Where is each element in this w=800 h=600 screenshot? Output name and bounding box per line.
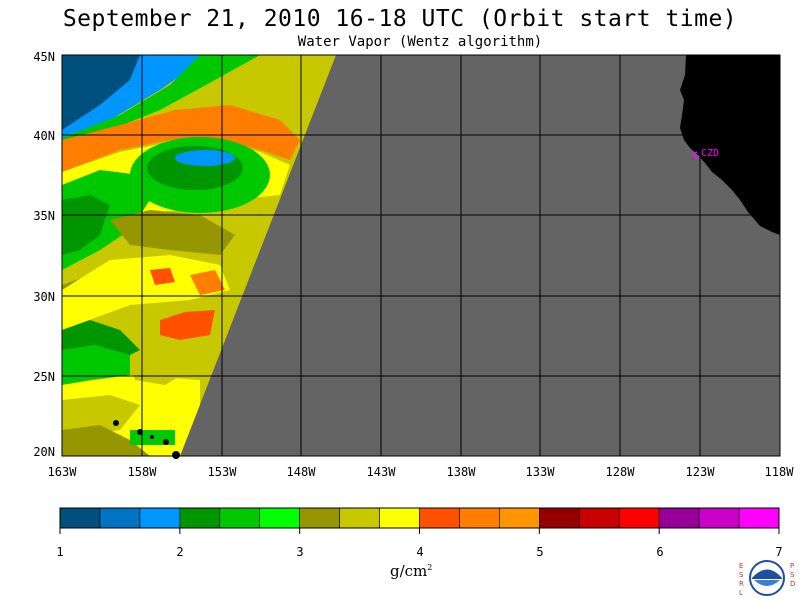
station-label: CZD <box>701 148 719 159</box>
lon-label-138w: 138W <box>447 465 477 479</box>
colorbar-swatch <box>99 507 141 529</box>
colorbar-swatch <box>139 507 181 529</box>
lat-label-40n: 40N <box>33 129 55 143</box>
lon-label-153w: 153W <box>208 465 238 479</box>
longitude-labels: 163W 158W 153W 148W 143W 138W 133W 128W … <box>48 465 795 479</box>
map-subtitle: Water Vapor (Wentz algorithm) <box>297 34 543 50</box>
colorbar-swatch <box>459 507 500 529</box>
colorbar-swatch <box>738 507 780 529</box>
colorbar-swatch <box>658 507 700 529</box>
colorbar-swatch <box>179 507 221 529</box>
lat-label-45n: 45N <box>33 50 55 64</box>
map-frame <box>61 54 781 457</box>
colorbar-units: g/cm2 <box>390 562 432 580</box>
colorbar-swatch <box>578 507 620 529</box>
colorbar-label-4: 4 <box>416 545 423 559</box>
units-exponent: 2 <box>427 563 433 572</box>
lon-label-163w: 163W <box>48 465 78 479</box>
colorbar-label-3: 3 <box>296 545 303 559</box>
colorbar-swatch <box>618 507 660 529</box>
station-marker: CZD <box>691 148 719 159</box>
lat-label-35n: 35N <box>33 209 55 223</box>
colorbar-label-2: 2 <box>176 545 183 559</box>
units-text: g/cm <box>390 562 428 580</box>
lon-label-143w: 143W <box>367 465 397 479</box>
colorbar-swatch <box>539 507 580 529</box>
svg-text:S: S <box>739 571 744 579</box>
lat-label-20n: 20N <box>33 445 55 459</box>
colorbar-label-7: 7 <box>775 545 782 559</box>
svg-text:L: L <box>739 589 743 597</box>
svg-text:D: D <box>790 580 795 588</box>
map-title: September 21, 2010 16-18 UTC (Orbit star… <box>62 6 738 32</box>
colorbar-swatch <box>59 507 101 529</box>
lon-label-128w: 128W <box>606 465 636 479</box>
lat-label-30n: 30N <box>33 290 55 304</box>
colorbar-swatch <box>339 507 380 529</box>
logo-esrl: E <box>739 562 743 570</box>
colorbar-swatch <box>299 507 340 529</box>
hawaiian-islands <box>113 420 180 459</box>
colorbar-swatch <box>259 507 300 529</box>
lon-label-118w: 118W <box>765 465 795 479</box>
colorbar-swatch <box>219 507 261 529</box>
colorbar-swatch <box>499 507 540 529</box>
noaa-esrl-psd-logo: E S R L P S D <box>739 560 795 597</box>
logo-psd: P <box>790 562 794 570</box>
svg-text:R: R <box>739 580 744 588</box>
lon-label-158w: 158W <box>128 465 158 479</box>
colorbar <box>59 507 780 534</box>
colorbar-swatch <box>419 507 460 529</box>
colorbar-label-1: 1 <box>56 545 63 559</box>
colorbar-label-6: 6 <box>656 545 663 559</box>
svg-text:S: S <box>790 571 795 579</box>
latitude-labels: 45N 40N 35N 30N 25N 20N <box>33 50 55 459</box>
colorbar-tick-labels: 1 2 3 4 5 6 7 <box>56 545 782 559</box>
lat-label-25n: 25N <box>33 370 55 384</box>
lon-label-133w: 133W <box>526 465 556 479</box>
lat-lon-grid <box>62 55 780 456</box>
colorbar-swatch <box>698 507 740 529</box>
land-california <box>680 55 780 235</box>
lon-label-123w: 123W <box>686 465 716 479</box>
colorbar-label-5: 5 <box>536 545 543 559</box>
colorbar-swatch <box>379 507 420 529</box>
lon-label-148w: 148W <box>287 465 317 479</box>
